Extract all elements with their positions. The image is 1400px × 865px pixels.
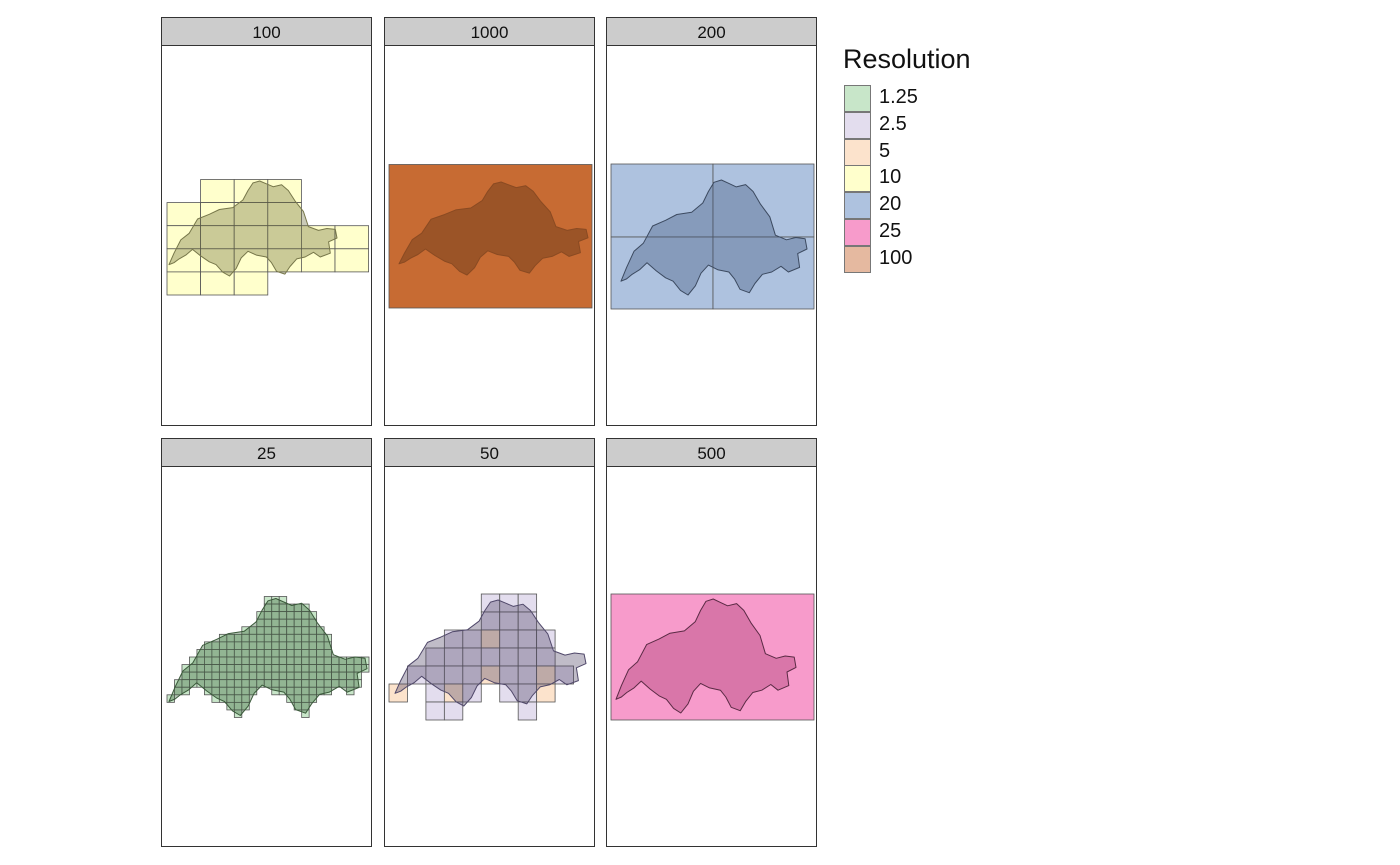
tile-cell [610,236,714,310]
legend-item: 1.25 [843,85,971,112]
legend-swatch [844,85,871,112]
map-canvas [388,593,587,721]
tile-cell [425,701,445,721]
legend-label: 20 [879,193,902,216]
tile-cell [200,179,235,204]
facet-strip-label: 100 [162,18,371,46]
legend-item: 5 [843,138,971,166]
legend: Resolution 1.25 2.5 5 10 20 25 100 [843,44,971,273]
facet-panel-200: 200 [606,17,817,426]
tile-cell [361,664,370,673]
legend-item: 2.5 [843,111,971,139]
legend-swatch [844,218,871,246]
legend-label: 10 [879,166,902,189]
map-canvas [610,593,815,721]
tile-cell [610,163,714,238]
facet-strip-label: 25 [162,439,371,467]
map-canvas [610,163,815,310]
legend-item: 25 [843,218,971,246]
tile-cell [536,683,556,703]
legend-title: Resolution [843,44,971,74]
facet-panel-1000: 1000 [384,17,595,426]
tile-cell [462,683,482,703]
legend-swatch [844,192,871,220]
country-outline [620,179,808,296]
country-outline [394,599,587,707]
tile-cell [517,701,538,721]
map-canvas [388,164,593,309]
facet-strip-label: 200 [607,18,816,46]
legend-label: 5 [879,139,891,162]
tile-cell [301,709,310,718]
map-canvas [166,179,369,296]
legend-item: 100 [843,245,971,273]
facet-strip-label: 50 [385,439,594,467]
country-outline [398,181,589,276]
facet-panel-500: 500 [606,438,817,847]
tile-cell [233,271,269,296]
country-outline [615,598,797,714]
tile-cell [388,683,408,703]
legend-swatch [844,111,871,139]
legend-label: 100 [879,246,913,269]
legend-item: 10 [843,165,971,193]
legend-label: 2.5 [879,112,907,135]
tile-cell [712,163,815,238]
tile-cell [334,225,369,250]
facet-strip-label: 1000 [385,18,594,46]
legend-swatch [844,245,871,273]
facet-panel-50: 50 [384,438,595,847]
country-outline [168,598,368,716]
legend-label: 25 [879,219,902,242]
map-canvas [166,596,370,718]
facet-strip-label: 500 [607,439,816,467]
tile-cell [443,701,464,721]
tile-cell [166,271,201,296]
tile-cell [334,248,369,273]
legend-items: 1.25 2.5 5 10 20 25 100 [843,85,971,273]
legend-item: 20 [843,192,971,220]
legend-swatch [844,165,871,193]
facet-panel-25: 25 [161,438,372,847]
facet-panel-100: 100 [161,17,372,426]
country-outline [168,180,338,277]
legend-swatch [844,138,871,166]
legend-label: 1.25 [879,86,918,108]
